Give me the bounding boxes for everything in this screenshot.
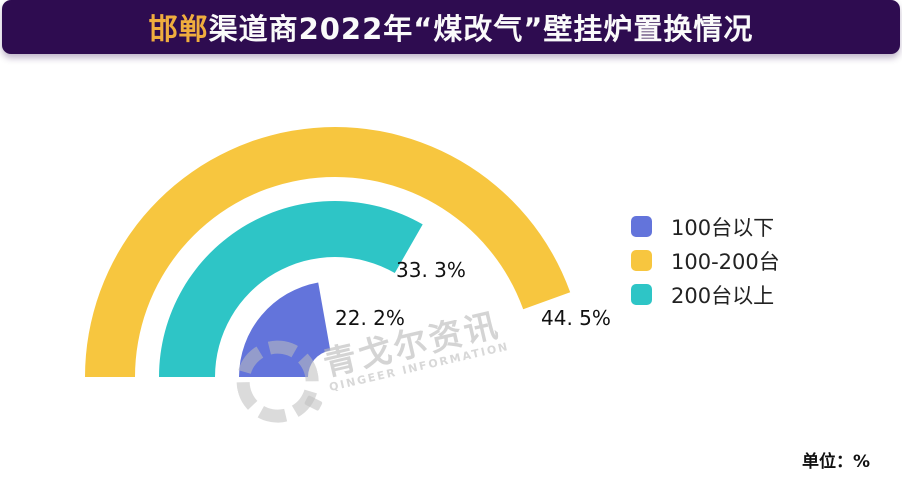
unit-label: 单位：% bbox=[801, 452, 870, 472]
value-label-inner: 22. 2% bbox=[335, 306, 405, 330]
page-title-highlight: 邯郸 bbox=[148, 12, 209, 46]
arc-segment-middle bbox=[159, 200, 423, 377]
legend-label: 200台以上 bbox=[671, 283, 775, 308]
arc-segment-inner bbox=[239, 282, 331, 377]
legend-swatch-teal bbox=[631, 284, 652, 305]
value-label-middle: 33. 3% bbox=[396, 258, 466, 282]
legend-item-under-100: 100台以下 bbox=[631, 216, 780, 240]
title-banner: 邯郸渠道商2022年“煤改气”壁挂炉置换情况 bbox=[2, 0, 900, 54]
legend-item-100-200: 100-200台 bbox=[631, 250, 780, 274]
legend-item-over-200: 200台以上 bbox=[631, 284, 780, 308]
legend: 100台以下 100-200台 200台以上 bbox=[631, 216, 780, 308]
legend-swatch-blue bbox=[631, 216, 652, 237]
legend-label: 100-200台 bbox=[671, 249, 780, 274]
page-title-rest: 渠道商2022年“煤改气”壁挂炉置换情况 bbox=[208, 12, 754, 46]
legend-label: 100台以下 bbox=[671, 215, 775, 240]
value-label-outer: 44. 5% bbox=[541, 306, 611, 330]
legend-swatch-yellow bbox=[631, 250, 652, 271]
arc-segment-outer bbox=[85, 127, 571, 378]
page-title: 邯郸渠道商2022年“煤改气”壁挂炉置换情况 bbox=[149, 6, 754, 48]
